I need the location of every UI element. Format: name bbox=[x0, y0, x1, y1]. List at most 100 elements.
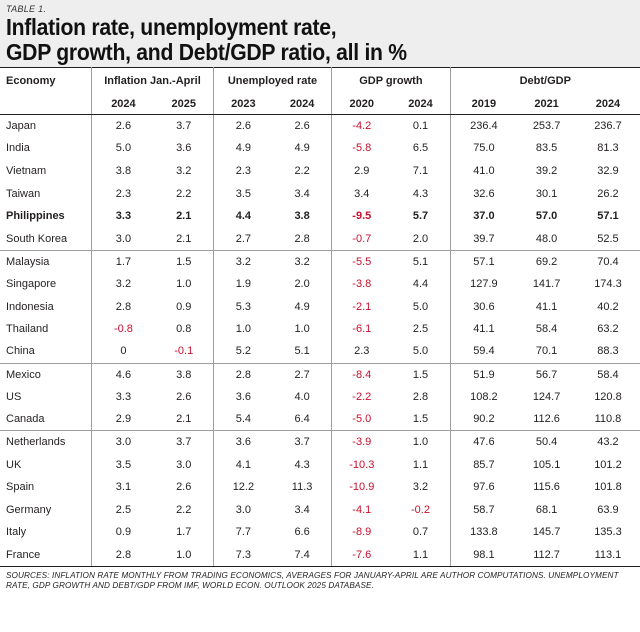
value-cell: 5.4 bbox=[212, 408, 274, 432]
table-row: India 5.0 3.6 4.9 4.9 -5.8 6.5 75.0 83.5 81.3 bbox=[0, 137, 640, 160]
table-row: Taiwan 2.3 2.2 3.5 3.4 3.4 4.3 32.6 30.1 26.2 bbox=[0, 182, 640, 205]
value-cell: 7.1 bbox=[412, 164, 429, 177]
table-row: Philippines 3.3 2.1 4.4 3.8 -9.5 5.7 37.0 57.0 57… bbox=[0, 204, 640, 228]
value-cell: 2.9 bbox=[331, 159, 392, 183]
header-row-groups: Economy Inflation Jan.-April Unemployed … bbox=[0, 67, 640, 93]
economy-name: Canada bbox=[0, 408, 92, 432]
economy-name: Taiwan bbox=[6, 187, 41, 200]
value-cell: -10.9 bbox=[331, 476, 392, 499]
value-cell: -3.8 bbox=[331, 272, 392, 296]
value-cell: 51.9 bbox=[449, 363, 518, 386]
value-cell: 2.0 bbox=[294, 277, 310, 290]
table-row: China 0 -0.1 5.2 5.1 2.3 5.0 59.4 70.1 88.3 bbox=[0, 340, 640, 364]
value-cell: 5.1 bbox=[412, 255, 429, 268]
value-cell: 2.2 bbox=[294, 164, 310, 177]
value-cell: 3.1 bbox=[91, 476, 155, 499]
value-cell: 3.4 bbox=[331, 182, 392, 205]
value-cell: 48.0 bbox=[517, 227, 576, 251]
value-cell: 57.1 bbox=[449, 250, 518, 273]
value-cell: 2.2 bbox=[176, 503, 192, 516]
value-cell: -3.9 bbox=[331, 430, 392, 454]
value-cell: 124.7 bbox=[532, 390, 561, 403]
value-cell: 135.3 bbox=[594, 526, 622, 539]
table-body: Japan 2.6 3.7 2.6 2.6 -4.2 0.1 236.4 253.7 236.7 I… bbox=[0, 114, 640, 567]
header-inflation: Inflation Jan.-April bbox=[91, 67, 214, 93]
value-cell: 63.2 bbox=[597, 323, 619, 336]
value-cell: -7.6 bbox=[331, 543, 392, 567]
value-cell: 5.0 bbox=[412, 300, 429, 313]
value-cell: 1.5 bbox=[176, 255, 192, 268]
value-cell: 2.6 bbox=[294, 120, 310, 133]
value-cell: -4.1 bbox=[331, 498, 392, 522]
value-cell: 1.0 bbox=[154, 543, 214, 567]
value-cell: 0.9 bbox=[176, 300, 192, 313]
economy-name: Spain bbox=[6, 481, 35, 494]
value-cell: 50.4 bbox=[535, 436, 558, 449]
value-cell: -0.2 bbox=[410, 503, 430, 516]
table-label: TABLE 1. bbox=[6, 4, 47, 14]
value-cell: 174.3 bbox=[594, 277, 622, 290]
year-header: 2020 bbox=[331, 93, 392, 115]
value-cell: 2.8 bbox=[412, 390, 429, 403]
table-row: Vietnam 3.8 3.2 2.3 2.2 2.9 7.1 41.0 39.2 32.9 bbox=[0, 159, 640, 183]
economy-name: South Korea bbox=[0, 227, 92, 251]
value-cell: 2.5 bbox=[412, 323, 429, 336]
economy-name: Thailand bbox=[6, 323, 49, 336]
table-row: Malaysia 1.7 1.5 3.2 3.2 -5.5 5.1 57.1 69.2 70.4 bbox=[0, 250, 640, 273]
value-cell: 105.1 bbox=[532, 458, 561, 471]
year-header: 2024 bbox=[391, 93, 451, 115]
value-cell: 59.4 bbox=[449, 340, 518, 364]
sources-note: SOURCES: INFLATION RATE MONTHLY FROM TRA… bbox=[6, 570, 619, 590]
year-header: 2023 bbox=[212, 93, 274, 115]
value-cell: 2.6 bbox=[176, 481, 192, 494]
value-cell: 108.2 bbox=[449, 385, 518, 409]
value-cell: 3.8 bbox=[176, 368, 192, 381]
header-row-years: 2024 2025 2023 2024 2020 2024 2019 2021 … bbox=[0, 93, 640, 115]
year-header: 2024 bbox=[273, 93, 332, 115]
value-cell: 32.9 bbox=[597, 164, 619, 177]
value-cell: -8.4 bbox=[331, 363, 392, 386]
value-cell: 236.4 bbox=[449, 114, 518, 138]
year-header: 2025 bbox=[154, 93, 214, 115]
table-row: Mexico 4.6 3.8 2.8 2.7 -8.4 1.5 51.9 56.7 58.4 bbox=[0, 363, 640, 386]
value-cell: 2.3 bbox=[91, 182, 155, 205]
value-cell: 3.4 bbox=[294, 503, 310, 516]
value-cell: 58.7 bbox=[449, 498, 518, 522]
value-cell: 2.7 bbox=[294, 368, 310, 381]
value-cell: -9.5 bbox=[331, 204, 392, 228]
value-cell: 113.1 bbox=[575, 543, 640, 567]
value-cell: 83.5 bbox=[535, 142, 558, 155]
value-cell: 12.2 bbox=[212, 476, 274, 499]
table-row: Canada 2.9 2.1 5.4 6.4 -5.0 1.5 90.2 112.6 110.8 bbox=[0, 408, 640, 432]
value-cell: 3.5 bbox=[91, 453, 155, 476]
value-cell: 11.3 bbox=[291, 481, 313, 494]
table-row: Netherlands 3.0 3.7 3.6 3.7 -3.9 1.0 47.6 50.4 43… bbox=[0, 430, 640, 454]
title-line-1: Inflation rate, unemployment rate, bbox=[6, 14, 337, 40]
value-cell: 52.5 bbox=[575, 227, 640, 251]
title-line-2: GDP growth, and Debt/GDP ratio, all in % bbox=[6, 39, 407, 65]
value-cell: 2.9 bbox=[91, 408, 155, 432]
value-cell: 7.3 bbox=[212, 543, 274, 567]
value-cell: 3.5 bbox=[212, 182, 274, 205]
value-cell: 3.8 bbox=[91, 159, 155, 183]
value-cell: -2.2 bbox=[331, 385, 392, 409]
economy-name: Philippines bbox=[6, 210, 65, 223]
value-cell: 1.7 bbox=[176, 526, 192, 539]
value-cell: 81.3 bbox=[597, 142, 619, 155]
value-cell: -5.8 bbox=[331, 137, 392, 160]
year-header: 2024 bbox=[575, 93, 640, 115]
value-cell: 0.1 bbox=[412, 120, 429, 133]
value-cell: 4.3 bbox=[294, 458, 310, 471]
value-cell: 5.0 bbox=[391, 340, 451, 364]
value-cell: 1.9 bbox=[212, 272, 274, 296]
value-cell: 3.2 bbox=[91, 272, 155, 296]
value-cell: 5.2 bbox=[212, 340, 274, 364]
year-header: 2024 bbox=[91, 93, 155, 115]
economy-name: Malaysia bbox=[6, 255, 50, 268]
value-cell: 0 bbox=[91, 340, 155, 364]
value-cell: 37.0 bbox=[449, 204, 518, 228]
economy-name: Singapore bbox=[6, 277, 57, 290]
value-cell: 4.1 bbox=[212, 453, 274, 476]
value-cell: 6.4 bbox=[273, 408, 332, 432]
value-cell: 70.4 bbox=[597, 255, 619, 268]
